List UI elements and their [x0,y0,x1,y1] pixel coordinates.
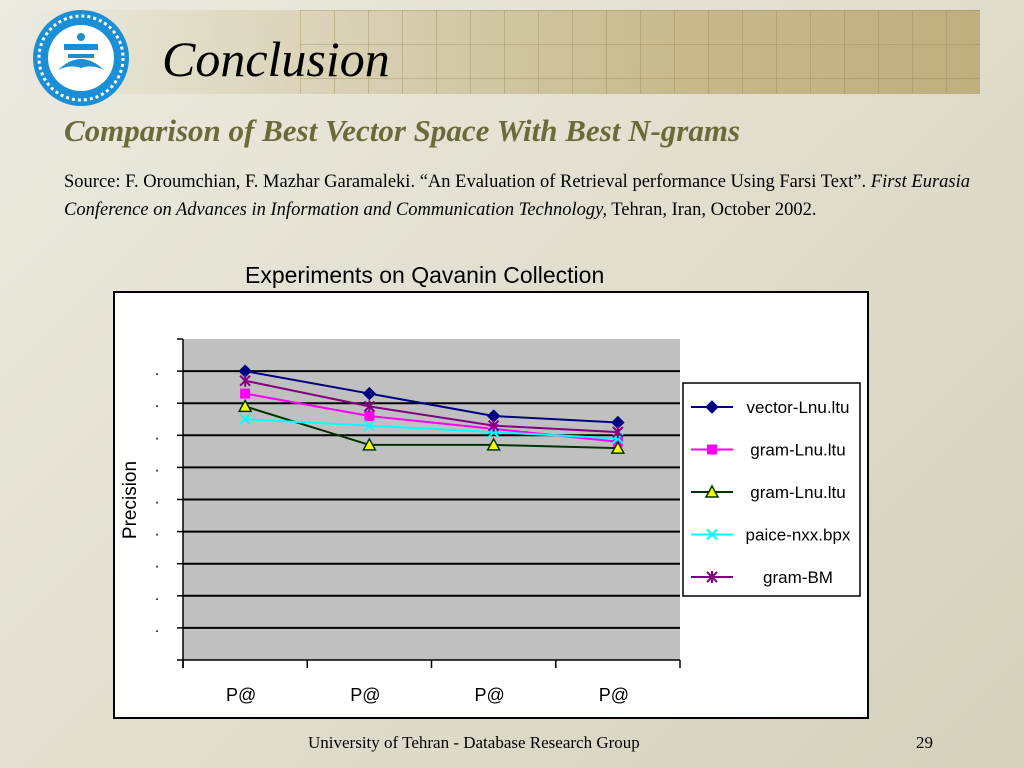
x-tick-label: P@ [599,685,629,705]
data-point-series-1 [364,411,375,422]
series-line-0 [244,370,618,424]
legend-label: gram-BM [763,568,833,587]
y-tick-label: . [155,458,159,475]
data-point-series-0 [362,386,377,401]
series-line-4 [244,379,618,434]
y-tick-label: . [155,394,159,411]
y-tick-label: . [155,491,159,508]
legend-swatch-marker [706,528,718,541]
header-band [20,10,980,94]
source-prefix: Source: F. Oroumchian, F. Mazhar Garamal… [64,172,871,192]
data-point-series-3 [363,419,376,432]
legend-label: paice-nxx.bpx [746,526,851,545]
legend-label: gram-Lnu.ltu [750,441,845,460]
y-tick-label: . [155,555,159,572]
data-point-series-1 [240,388,251,399]
y-tick-label: . [155,523,159,540]
x-tick-label: P@ [350,685,380,705]
legend-label: vector-Lnu.ltu [747,398,850,417]
data-point-series-2 [237,398,253,413]
data-point-series-3 [239,413,251,425]
x-tick-label: P@ [226,685,256,705]
series-line-3 [245,418,618,440]
data-point-series-4 [487,419,500,432]
data-point-series-2 [362,437,377,451]
data-point-series-4 [612,426,624,439]
x-tick-label: P@ [474,685,504,705]
y-axis-label: Precision [120,461,141,539]
data-point-series-2 [610,440,626,454]
slide-title: Conclusion [162,31,390,87]
y-tick-label: . [155,362,159,379]
legend-swatch-marker [704,484,720,498]
legend-swatch-marker [707,444,717,455]
y-tick-label: . [155,587,159,604]
footer-text: University of Tehran - Database Research… [308,733,640,752]
data-point-series-4 [239,374,251,387]
series-line-2 [244,405,618,450]
y-tick-label: . [155,426,159,443]
legend-swatch-marker [705,400,719,414]
source-conference: First Eurasia Conference on Advances in … [64,172,970,220]
legend-swatch-marker [706,571,718,583]
chart-title: Experiments on Qavanin Collection [245,262,605,288]
source-suffix: Tehran, Iran, October 2002. [606,200,817,220]
y-tick-label: . [155,619,159,636]
data-point-series-4 [363,400,376,413]
legend-label: gram-Lnu.ltu [750,483,845,502]
slide-subtitle: Comparison of Best Vector Space With Bes… [64,113,741,148]
data-point-series-2 [486,437,501,451]
header-map-grid [300,10,980,94]
source-citation: Source: F. Oroumchian, F. Mazhar Garamal… [64,168,970,224]
university-seal-logo-icon [33,10,129,106]
page-number: 29 [916,733,933,752]
